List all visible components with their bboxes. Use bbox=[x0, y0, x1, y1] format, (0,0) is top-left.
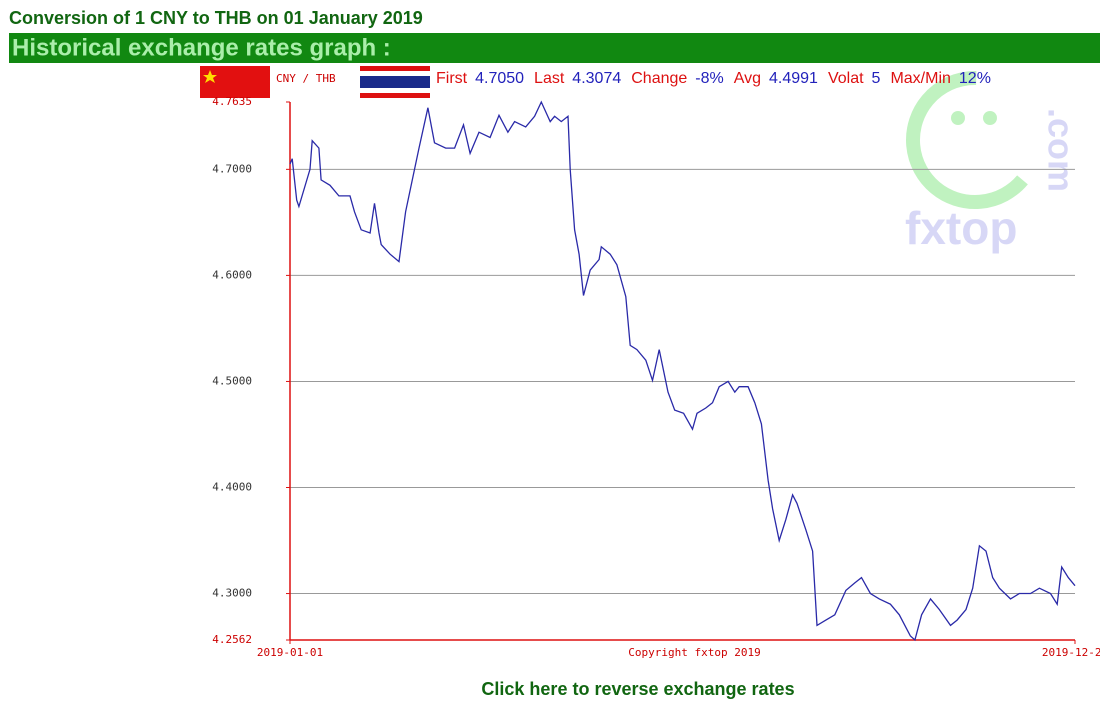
x-tick-label: 2019-12-20 bbox=[1042, 646, 1100, 659]
y-tick-label: 4.3000 bbox=[212, 587, 252, 600]
stat-value: 4.7050 bbox=[475, 70, 524, 87]
stat-label: Change bbox=[631, 70, 687, 87]
stat-value: 12% bbox=[959, 70, 991, 87]
stat-label: Last bbox=[534, 70, 565, 87]
banner-text: Historical exchange rates graph : bbox=[12, 34, 391, 61]
watermark-logo: fxtop bbox=[905, 202, 1017, 254]
y-tick-label: 4.6000 bbox=[212, 268, 252, 281]
y-tick-label: 4.2562 bbox=[212, 633, 252, 646]
y-tick-label: 4.4000 bbox=[212, 480, 252, 493]
stat-value: 5 bbox=[872, 70, 881, 87]
y-tick-label: 4.7000 bbox=[212, 162, 252, 175]
stat-label: Volat bbox=[828, 70, 864, 87]
rate-line bbox=[289, 100, 1076, 642]
watermark: fxtop .com bbox=[905, 71, 1081, 254]
copyright: Copyright fxtop 2019 bbox=[628, 646, 760, 659]
pair-label: CNY / THB bbox=[276, 72, 336, 85]
thb-flag bbox=[360, 66, 430, 98]
y-tick-label: 4.5000 bbox=[212, 374, 252, 387]
stat-value: 4.4991 bbox=[769, 70, 818, 87]
page-title: Conversion of 1 CNY to THB on 01 January… bbox=[9, 8, 423, 28]
y-tick-label: 4.7635 bbox=[212, 95, 252, 108]
stat-label: Avg bbox=[734, 70, 761, 87]
cny-flag bbox=[200, 66, 270, 98]
stat-label: Max/Min bbox=[890, 70, 950, 87]
stat-label: First bbox=[436, 70, 468, 87]
stat-value: -8% bbox=[695, 70, 723, 87]
x-tick-label: 2019-01-01 bbox=[257, 646, 323, 659]
reverse-link[interactable]: Click here to reverse exchange rates bbox=[481, 679, 794, 699]
watermark-domain: .com bbox=[1040, 108, 1081, 192]
banner bbox=[9, 33, 1100, 63]
stat-value: 4.3074 bbox=[572, 70, 621, 87]
